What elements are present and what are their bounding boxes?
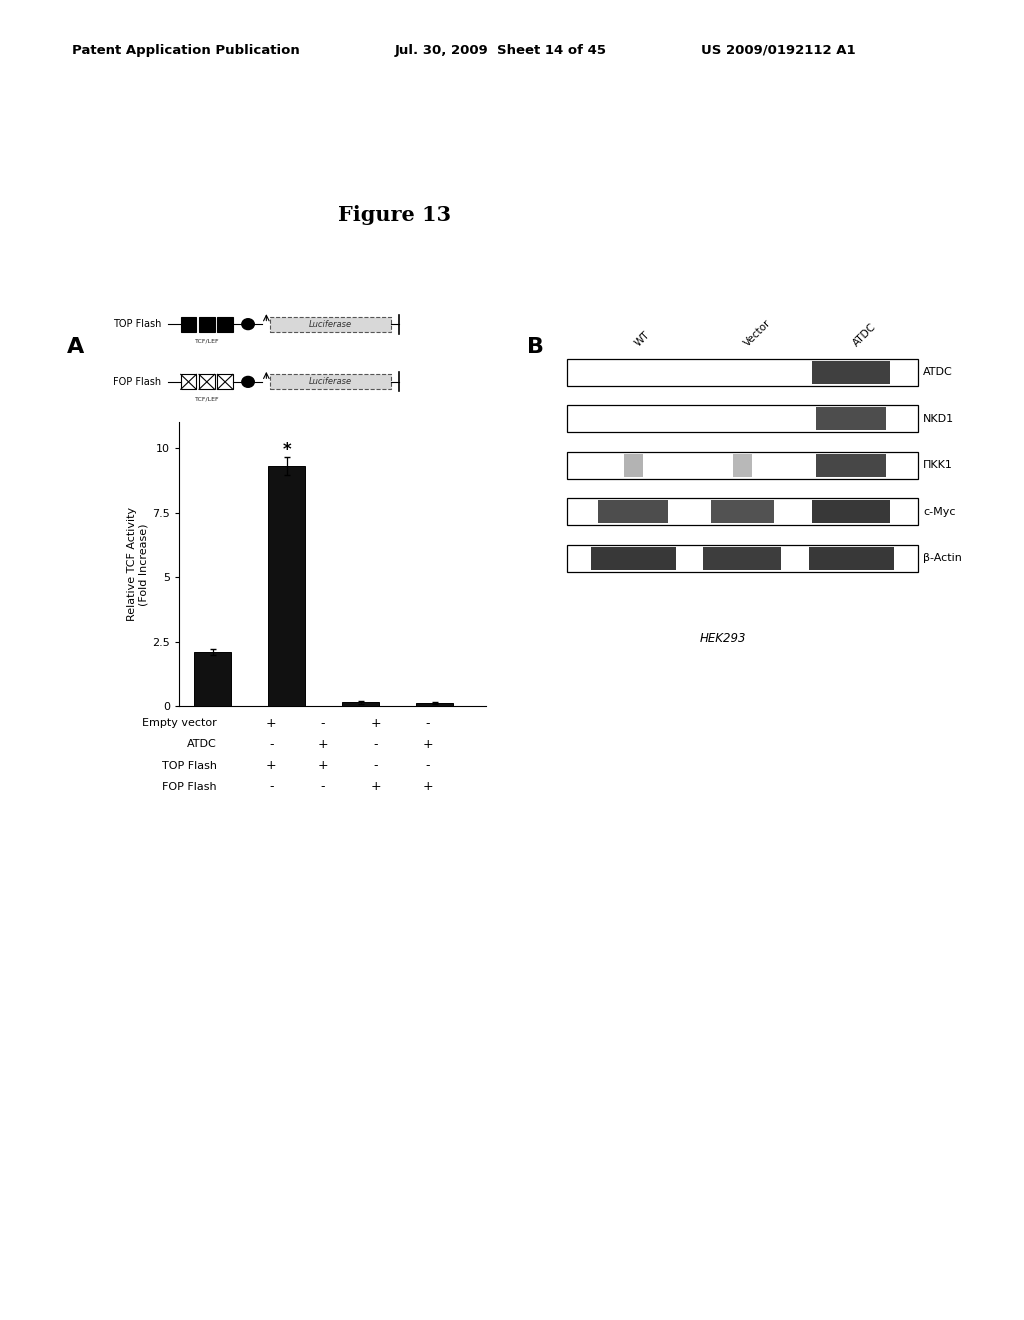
Text: FOP Flash: FOP Flash <box>113 376 161 387</box>
Circle shape <box>242 376 254 387</box>
Text: Luciferase: Luciferase <box>309 378 352 387</box>
Text: +: + <box>371 780 381 793</box>
Bar <box>712 500 773 524</box>
Bar <box>624 454 643 477</box>
Text: TCF/LEF: TCF/LEF <box>195 338 219 343</box>
Text: TCF/LEF: TCF/LEF <box>195 396 219 401</box>
Text: Vector: Vector <box>742 318 773 348</box>
Text: A: A <box>67 337 84 356</box>
Bar <box>567 359 918 385</box>
Text: WT: WT <box>634 330 652 348</box>
Text: -: - <box>321 780 325 793</box>
Bar <box>812 500 890 524</box>
Bar <box>416 704 453 706</box>
Text: -: - <box>269 780 273 793</box>
Text: Figure 13: Figure 13 <box>338 205 451 224</box>
Text: β-Actin: β-Actin <box>924 553 963 564</box>
Bar <box>180 375 197 389</box>
Text: +: + <box>266 717 276 730</box>
Bar <box>217 317 232 331</box>
Bar <box>591 546 676 570</box>
Bar <box>703 546 781 570</box>
Bar <box>194 652 231 706</box>
Bar <box>809 546 894 570</box>
Text: TOP Flash: TOP Flash <box>162 760 217 771</box>
Text: +: + <box>423 738 433 751</box>
Bar <box>816 408 887 430</box>
Text: TOP Flash: TOP Flash <box>113 319 161 329</box>
FancyBboxPatch shape <box>270 317 391 331</box>
Text: ΠKK1: ΠKK1 <box>924 461 953 470</box>
Text: Luciferase: Luciferase <box>309 319 352 329</box>
Bar <box>816 454 887 477</box>
Text: +: + <box>423 780 433 793</box>
Text: US 2009/0192112 A1: US 2009/0192112 A1 <box>701 44 856 57</box>
Text: +: + <box>317 738 328 751</box>
Bar <box>268 466 305 706</box>
Bar <box>812 360 890 384</box>
Text: Jul. 30, 2009  Sheet 14 of 45: Jul. 30, 2009 Sheet 14 of 45 <box>394 44 606 57</box>
Y-axis label: Relative TCF Activity
(Fold Increase): Relative TCF Activity (Fold Increase) <box>127 507 148 622</box>
Bar <box>567 405 918 433</box>
Text: -: - <box>269 738 273 751</box>
Text: ATDC: ATDC <box>851 321 879 348</box>
Bar <box>733 454 752 477</box>
Text: B: B <box>527 337 545 356</box>
Bar <box>180 317 197 331</box>
Bar <box>567 545 918 572</box>
Text: Empty vector: Empty vector <box>142 718 217 729</box>
Text: FOP Flash: FOP Flash <box>163 781 217 792</box>
Bar <box>199 375 215 389</box>
Bar <box>199 317 215 331</box>
Bar <box>567 451 918 479</box>
Text: -: - <box>374 759 378 772</box>
Text: -: - <box>426 717 430 730</box>
Circle shape <box>242 318 254 330</box>
Text: +: + <box>371 717 381 730</box>
Text: +: + <box>266 759 276 772</box>
Text: c-Myc: c-Myc <box>924 507 955 517</box>
Text: ATDC: ATDC <box>187 739 217 750</box>
Text: HEK293: HEK293 <box>699 631 746 644</box>
Bar <box>217 375 232 389</box>
Text: -: - <box>374 738 378 751</box>
Text: Patent Application Publication: Patent Application Publication <box>72 44 299 57</box>
Bar <box>598 500 669 524</box>
Text: +: + <box>317 759 328 772</box>
Text: NKD1: NKD1 <box>924 413 954 424</box>
Bar <box>567 498 918 525</box>
Text: *: * <box>283 441 291 458</box>
Bar <box>342 702 379 706</box>
Text: -: - <box>426 759 430 772</box>
Text: ATDC: ATDC <box>924 367 953 378</box>
Text: -: - <box>321 717 325 730</box>
FancyBboxPatch shape <box>270 375 391 389</box>
